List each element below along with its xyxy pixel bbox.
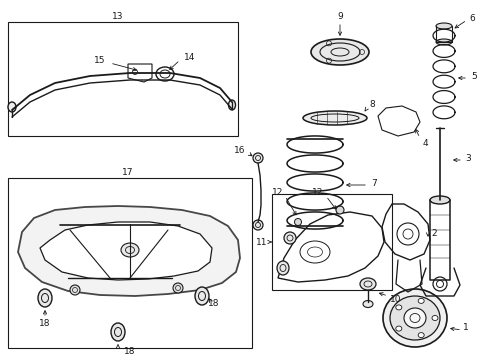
Ellipse shape: [277, 261, 289, 275]
Ellipse shape: [430, 196, 450, 204]
Bar: [8, 22, 238, 136]
Ellipse shape: [284, 232, 296, 244]
Ellipse shape: [8, 102, 16, 112]
Bar: [8, 178, 252, 348]
Text: 14: 14: [184, 53, 196, 62]
Ellipse shape: [173, 283, 183, 293]
Ellipse shape: [436, 39, 452, 45]
Ellipse shape: [311, 39, 369, 65]
Text: 3: 3: [465, 153, 471, 162]
Polygon shape: [40, 222, 212, 280]
Text: 7: 7: [371, 179, 377, 188]
Polygon shape: [18, 206, 240, 296]
Text: 10: 10: [390, 294, 402, 303]
Text: 15: 15: [94, 55, 106, 64]
Text: 18: 18: [124, 346, 136, 356]
Text: 12: 12: [312, 188, 324, 197]
Text: 9: 9: [337, 12, 343, 21]
Ellipse shape: [253, 220, 263, 230]
Text: 4: 4: [422, 139, 428, 148]
Ellipse shape: [253, 153, 263, 163]
Ellipse shape: [363, 301, 373, 307]
Ellipse shape: [383, 289, 447, 347]
Ellipse shape: [294, 219, 301, 225]
Ellipse shape: [404, 308, 426, 328]
Ellipse shape: [436, 23, 452, 29]
Ellipse shape: [432, 315, 438, 320]
Text: 16: 16: [234, 145, 246, 154]
Ellipse shape: [228, 100, 236, 110]
Text: 2: 2: [431, 229, 437, 238]
Ellipse shape: [418, 333, 424, 338]
Text: 6: 6: [469, 14, 475, 23]
Bar: [272, 194, 392, 290]
Text: 18: 18: [39, 320, 51, 328]
Text: 17: 17: [122, 167, 134, 176]
Ellipse shape: [38, 289, 52, 307]
Text: 13: 13: [112, 12, 124, 21]
Ellipse shape: [111, 323, 125, 341]
Text: 8: 8: [369, 99, 375, 108]
Ellipse shape: [396, 305, 402, 310]
Ellipse shape: [303, 111, 367, 125]
Ellipse shape: [121, 243, 139, 257]
Ellipse shape: [396, 326, 402, 331]
Ellipse shape: [418, 298, 424, 303]
Ellipse shape: [360, 278, 376, 290]
Ellipse shape: [195, 287, 209, 305]
Ellipse shape: [390, 296, 440, 340]
Ellipse shape: [70, 285, 80, 295]
Text: 1: 1: [463, 324, 469, 333]
Text: 18: 18: [208, 298, 220, 307]
Text: 11: 11: [256, 238, 268, 247]
Text: 5: 5: [471, 72, 477, 81]
Text: 12: 12: [272, 188, 284, 197]
Ellipse shape: [336, 206, 344, 214]
